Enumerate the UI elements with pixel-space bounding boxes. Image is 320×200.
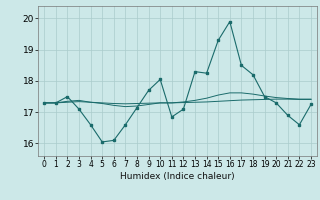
- X-axis label: Humidex (Indice chaleur): Humidex (Indice chaleur): [120, 172, 235, 181]
